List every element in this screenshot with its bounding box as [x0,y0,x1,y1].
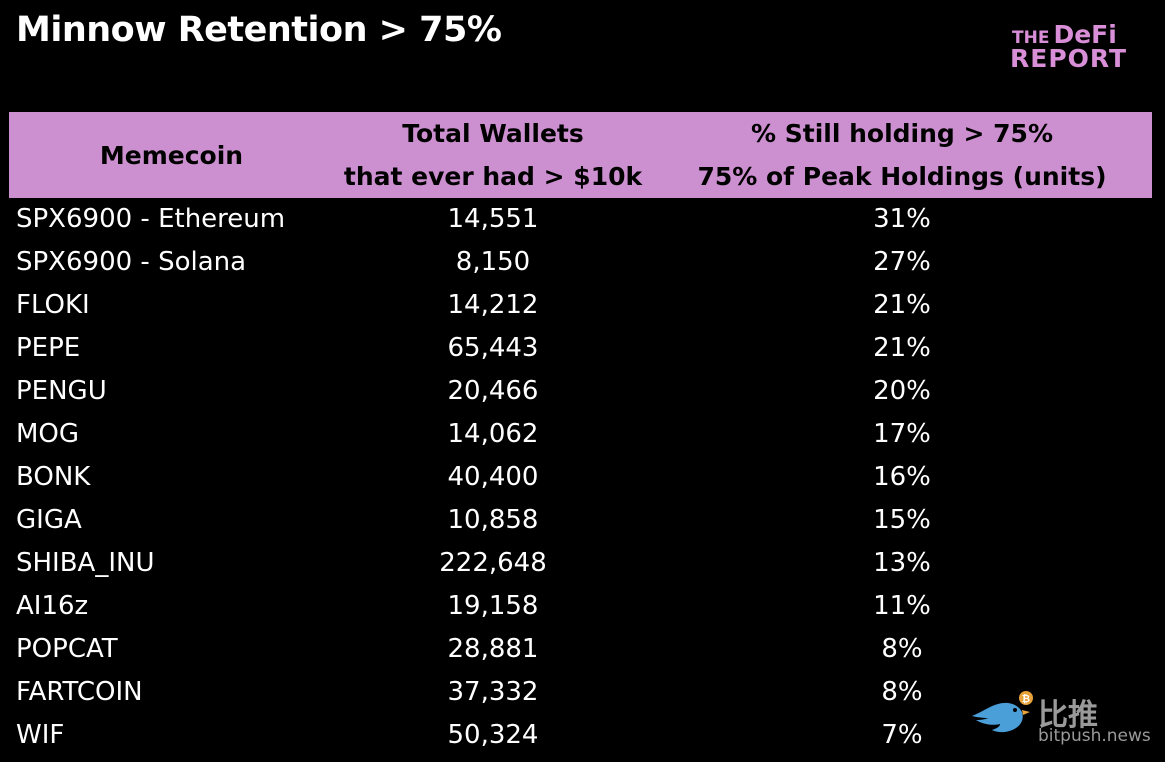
memecoin-cell: BONK [16,462,91,492]
table-row: WIF 50,324 7% [9,714,1152,757]
logo-report: REPORT [1010,44,1128,73]
retention-table: Memecoin Total Wallets that ever had > $… [9,112,1152,757]
logo-defi: DeFi [1053,20,1117,49]
pct-holding-cell: 7% [881,720,923,750]
header-total-wallets: Total Wallets that ever had > $10k [334,112,652,198]
header-total-wallets-line2: that ever had > $10k [343,162,643,191]
pct-holding-cell: 8% [881,677,923,707]
memecoin-cell: GIGA [16,505,82,535]
pct-holding-cell: 8% [881,634,923,664]
memecoin-cell: WIF [16,720,65,750]
total-wallets-cell: 40,400 [447,462,539,492]
page-title: Minnow Retention > 75% [16,10,502,50]
table-row: MOG 14,062 17% [9,413,1152,456]
memecoin-cell: AI16z [16,591,89,621]
total-wallets-cell: 37,332 [447,677,539,707]
total-wallets-cell: 65,443 [447,333,539,363]
header-memecoin-line1: Memecoin [99,140,244,170]
pct-holding-cell: 21% [873,290,931,320]
pct-holding-cell: 27% [873,247,931,277]
memecoin-cell: SPX6900 - Ethereum [16,204,286,234]
header-pct-holding: % Still holding > 75% 75% of Peak Holdin… [652,112,1152,198]
pct-holding-cell: 13% [873,548,931,578]
total-wallets-cell: 20,466 [447,376,539,406]
table-row: BONK 40,400 16% [9,456,1152,499]
total-wallets-cell: 14,551 [447,204,539,234]
total-wallets-cell: 10,858 [447,505,539,535]
table-row: SPX6900 - Solana 8,150 27% [9,241,1152,284]
table-row: POPCAT 28,881 8% [9,628,1152,671]
memecoin-cell: PENGU [16,376,107,406]
table-row: SPX6900 - Ethereum 14,551 31% [9,198,1152,241]
logo-the: THE [1012,28,1050,48]
bitpush-watermark: ₿ 比推 bitpush.news [968,690,1153,750]
header-memecoin: Memecoin [9,112,334,198]
pct-holding-cell: 11% [873,591,931,621]
watermark-en-text: bitpush.news [1038,726,1151,746]
total-wallets-cell: 14,062 [447,419,539,449]
table-body: SPX6900 - Ethereum 14,551 31% SPX6900 - Sol… [9,198,1152,757]
memecoin-cell: POPCAT [16,634,118,664]
table-row: PEPE 65,443 21% [9,327,1152,370]
memecoin-cell: SPX6900 - Solana [16,247,247,277]
pct-holding-cell: 31% [873,204,931,234]
table-row: SHIBA_INU 222,648 13% [9,542,1152,585]
total-wallets-cell: 50,324 [447,720,539,750]
table-row: GIGA 10,858 15% [9,499,1152,542]
table-row: AI16z 19,158 11% [9,585,1152,628]
header-total-wallets-line1: Total Wallets [402,119,584,148]
total-wallets-cell: 222,648 [439,548,547,578]
table-row: FLOKI 14,212 21% [9,284,1152,327]
total-wallets-cell: 14,212 [447,290,539,320]
bird-logo-icon: ₿ [972,691,1033,733]
svg-text:₿: ₿ [1022,693,1030,705]
total-wallets-cell: 8,150 [455,247,531,277]
pct-holding-cell: 15% [873,505,931,535]
total-wallets-cell: 28,881 [447,634,539,664]
header-pct-holding-line1: % Still holding > 75% [750,119,1053,148]
pct-holding-cell: 21% [873,333,931,363]
defi-report-logo: THE DeFi REPORT [1010,20,1140,76]
table-row: PENGU 20,466 20% [9,370,1152,413]
memecoin-cell: MOG [16,419,80,449]
pct-holding-cell: 20% [873,376,931,406]
memecoin-cell: FLOKI [16,290,90,320]
memecoin-cell: FARTCOIN [16,677,143,707]
pct-holding-cell: 17% [873,419,931,449]
total-wallets-cell: 19,158 [447,591,539,621]
header-pct-holding-line2: 75% of Peak Holdings (units) [697,162,1107,191]
memecoin-cell: SHIBA_INU [16,548,155,578]
table-row: FARTCOIN 37,332 8% [9,671,1152,714]
header-row: Memecoin Total Wallets that ever had > $… [9,112,1152,198]
watermark-zh-text: 比推 [1038,698,1098,733]
memecoin-cell: PEPE [16,333,81,363]
pct-holding-cell: 16% [873,462,931,492]
